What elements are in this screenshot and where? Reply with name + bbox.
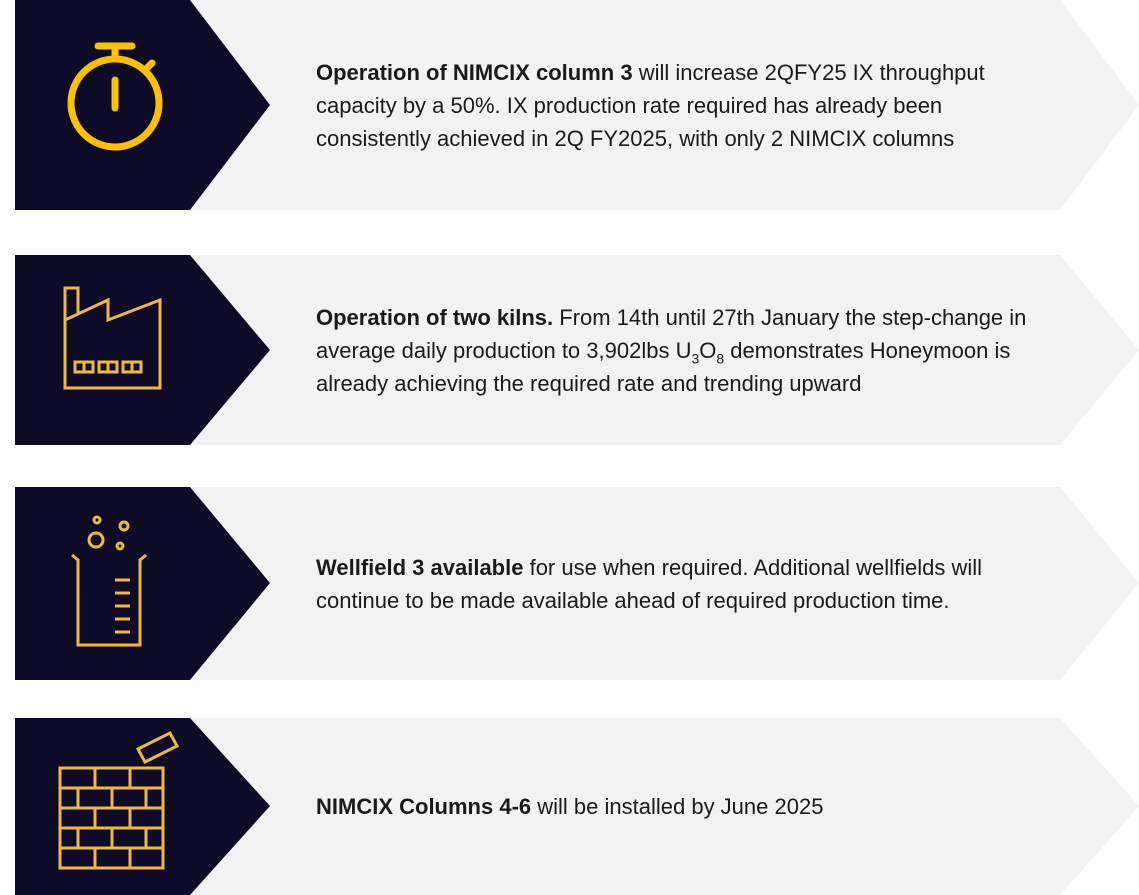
- bricks-icon: [58, 731, 180, 870]
- panel: [190, 487, 1139, 680]
- subscript: 3: [691, 349, 700, 366]
- item-body: will increase 2QFY25 IX throughput capac…: [316, 59, 985, 151]
- item-text: Operation of two kilns. From 14th until …: [316, 255, 1036, 445]
- panel: [190, 718, 1139, 895]
- item-bold: Operation of NIMCIX column 3: [316, 59, 633, 85]
- item-text: Operation of NIMCIX column 3 will increa…: [316, 0, 1036, 210]
- item-bold: Wellfield 3 available: [316, 554, 524, 580]
- item-text: NIMCIX Columns 4-6 will be installed by …: [316, 718, 1036, 895]
- item-text: Wellfield 3 available for use when requi…: [316, 487, 1036, 680]
- item-body: O: [699, 337, 717, 363]
- panels: [190, 0, 1139, 895]
- item-body: will be installed by June 2025: [531, 794, 824, 819]
- item-body: for use when required. Additional wellfi…: [316, 554, 983, 613]
- factory-icon: [63, 286, 162, 390]
- chevron: [15, 0, 270, 210]
- beaker-icon: [71, 515, 147, 647]
- subscript: 8: [716, 349, 725, 366]
- stopwatch-icon: [67, 42, 163, 151]
- item-body: From 14th until 27th January the step-ch…: [316, 304, 1027, 363]
- panel: [190, 0, 1139, 210]
- item-bold: NIMCIX Columns 4-6: [316, 794, 532, 819]
- item-bold: Operation of two kilns.: [316, 304, 554, 330]
- panel: [190, 255, 1139, 445]
- item-body: demonstrates Honeymoon is already achiev…: [316, 337, 1011, 396]
